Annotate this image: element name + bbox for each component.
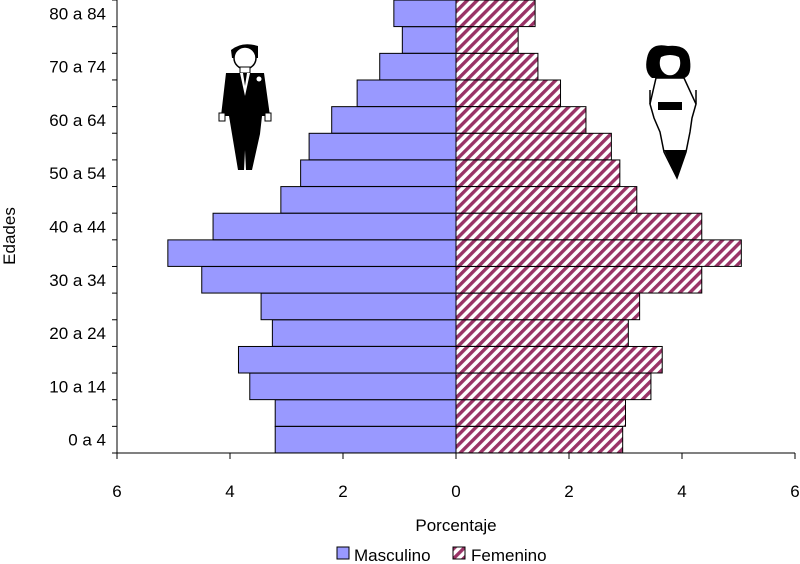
- x-axis-title: Porcentaje: [415, 516, 496, 535]
- bar-masculino-12: [331, 106, 457, 134]
- male-bars: [167, 0, 457, 454]
- bar-femenino-12: [455, 106, 587, 134]
- bar-masculino-0: [274, 425, 457, 454]
- woman-figure-icon: [646, 45, 697, 180]
- bar-femenino-1: [455, 399, 626, 427]
- bar-masculino-10: [300, 159, 457, 187]
- bar-femenino-6: [455, 266, 703, 294]
- y-tick-label: 10 a 14: [49, 377, 106, 396]
- y-tick-label: 80 a 84: [49, 4, 106, 23]
- bar-femenino-3: [455, 345, 663, 374]
- bar-masculino-16: [393, 0, 457, 28]
- legend-label-masculino: Masculino: [354, 546, 431, 564]
- bar-masculino-15: [401, 26, 457, 54]
- y-axis-ticks: 0 a 4 10 a 14 20 a 24 30 a 34 40 a 44 50 a 54…: [49, 0, 117, 454]
- y-tick-label: 30 a 34: [49, 271, 106, 290]
- bar-femenino-5: [455, 292, 641, 321]
- bar-femenino-11: [455, 132, 612, 161]
- x-tick-label: 4: [225, 482, 234, 501]
- bar-femenino-7: [455, 239, 742, 267]
- bar-masculino-13: [356, 79, 457, 108]
- bar-masculino-6: [201, 266, 457, 294]
- bar-femenino-13: [455, 79, 562, 108]
- x-tick-label: 2: [564, 482, 573, 501]
- y-tick-label: 60 a 64: [49, 111, 106, 130]
- y-tick-label: 20 a 24: [49, 324, 106, 343]
- bar-masculino-3: [237, 345, 457, 374]
- x-tick-label: 6: [790, 482, 799, 501]
- bar-femenino-2: [455, 372, 652, 401]
- bar-femenino-9: [455, 186, 638, 214]
- bar-femenino-4: [455, 319, 629, 347]
- bar-femenino-15: [455, 26, 519, 54]
- y-tick-label: 0 a 4: [68, 431, 106, 450]
- x-tick-label: 6: [112, 482, 121, 501]
- bar-masculino-14: [379, 52, 457, 81]
- bar-masculino-4: [271, 319, 457, 347]
- y-tick-label: 40 a 44: [49, 218, 106, 237]
- x-tick-label: 2: [338, 482, 347, 501]
- bar-masculino-5: [260, 292, 457, 321]
- x-tick-label: 0: [451, 482, 460, 501]
- bar-masculino-7: [167, 239, 457, 267]
- female-bars: [455, 0, 742, 454]
- bar-femenino-10: [455, 159, 621, 187]
- legend-swatch-masculino: [336, 546, 350, 560]
- bar-masculino-2: [249, 372, 457, 401]
- legend: Masculino Femenino: [336, 546, 547, 564]
- bar-masculino-9: [280, 186, 457, 214]
- man-figure-icon: [218, 44, 272, 170]
- bar-femenino-14: [455, 52, 539, 81]
- bar-femenino-0: [455, 425, 624, 454]
- y-axis-title: Edades: [0, 207, 19, 265]
- bar-femenino-16: [455, 0, 536, 28]
- legend-swatch-femenino: [452, 546, 466, 560]
- bar-masculino-11: [308, 132, 457, 161]
- y-tick-label: 70 a 74: [49, 58, 106, 77]
- bar-femenino-8: [455, 212, 703, 241]
- legend-label-femenino: Femenino: [471, 546, 547, 564]
- y-tick-label: 50 a 54: [49, 164, 106, 183]
- x-axis-ticks: 6 4 2 0 2 4 6: [112, 453, 800, 501]
- bar-masculino-1: [274, 399, 457, 427]
- bar-masculino-8: [212, 212, 457, 241]
- x-tick-label: 4: [677, 482, 686, 501]
